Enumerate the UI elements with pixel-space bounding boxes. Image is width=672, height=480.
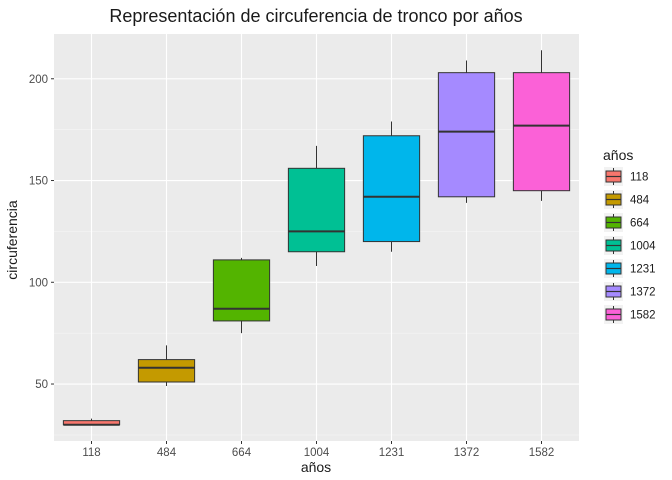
legend-label: 484 — [630, 195, 650, 207]
y-axis-title: circuferencia — [4, 200, 20, 280]
chart-title: Representación de circuferencia de tronc… — [109, 6, 522, 26]
x-tick-label: 1372 — [454, 447, 480, 459]
x-tick-label: 484 — [157, 447, 177, 459]
box-body — [437, 72, 496, 198]
legend-label: 664 — [630, 218, 650, 230]
box-484 — [137, 345, 196, 387]
legend-label: 1004 — [630, 241, 656, 253]
x-tick-label: 118 — [82, 447, 100, 459]
x-tick-label: 664 — [232, 447, 252, 459]
box-body — [287, 167, 346, 253]
box-1372 — [437, 60, 496, 203]
box-body — [137, 359, 196, 383]
legend: años 118 484 664 1004 1231 1372 1582 — [603, 147, 656, 324]
plot-area: 50 100 150 200 118 484 664 1004 1231 1372 1582 — [29, 34, 579, 459]
y-tick-label: 200 — [29, 74, 48, 86]
x-tick-label: 1582 — [529, 447, 555, 459]
x-tick-label: 1004 — [304, 447, 330, 459]
box-664 — [212, 257, 271, 334]
x-axis-title: años — [301, 459, 331, 475]
legend-label: 1372 — [630, 287, 656, 299]
legend-label: 1582 — [630, 310, 656, 322]
box-1004 — [287, 145, 346, 266]
box-body — [212, 259, 271, 322]
legend-label: 1231 — [630, 264, 656, 276]
y-tick-label: 150 — [29, 176, 48, 188]
y-tick-label: 50 — [35, 379, 48, 391]
legend-title: años — [603, 147, 633, 163]
box-118 — [62, 418, 121, 426]
x-tick-label: 1231 — [379, 447, 405, 459]
box-body — [362, 135, 421, 243]
box-1582 — [512, 50, 571, 201]
y-tick-label: 100 — [29, 277, 48, 289]
box-body — [512, 72, 571, 192]
box-1231 — [362, 121, 421, 252]
legend-label: 118 — [630, 172, 648, 184]
